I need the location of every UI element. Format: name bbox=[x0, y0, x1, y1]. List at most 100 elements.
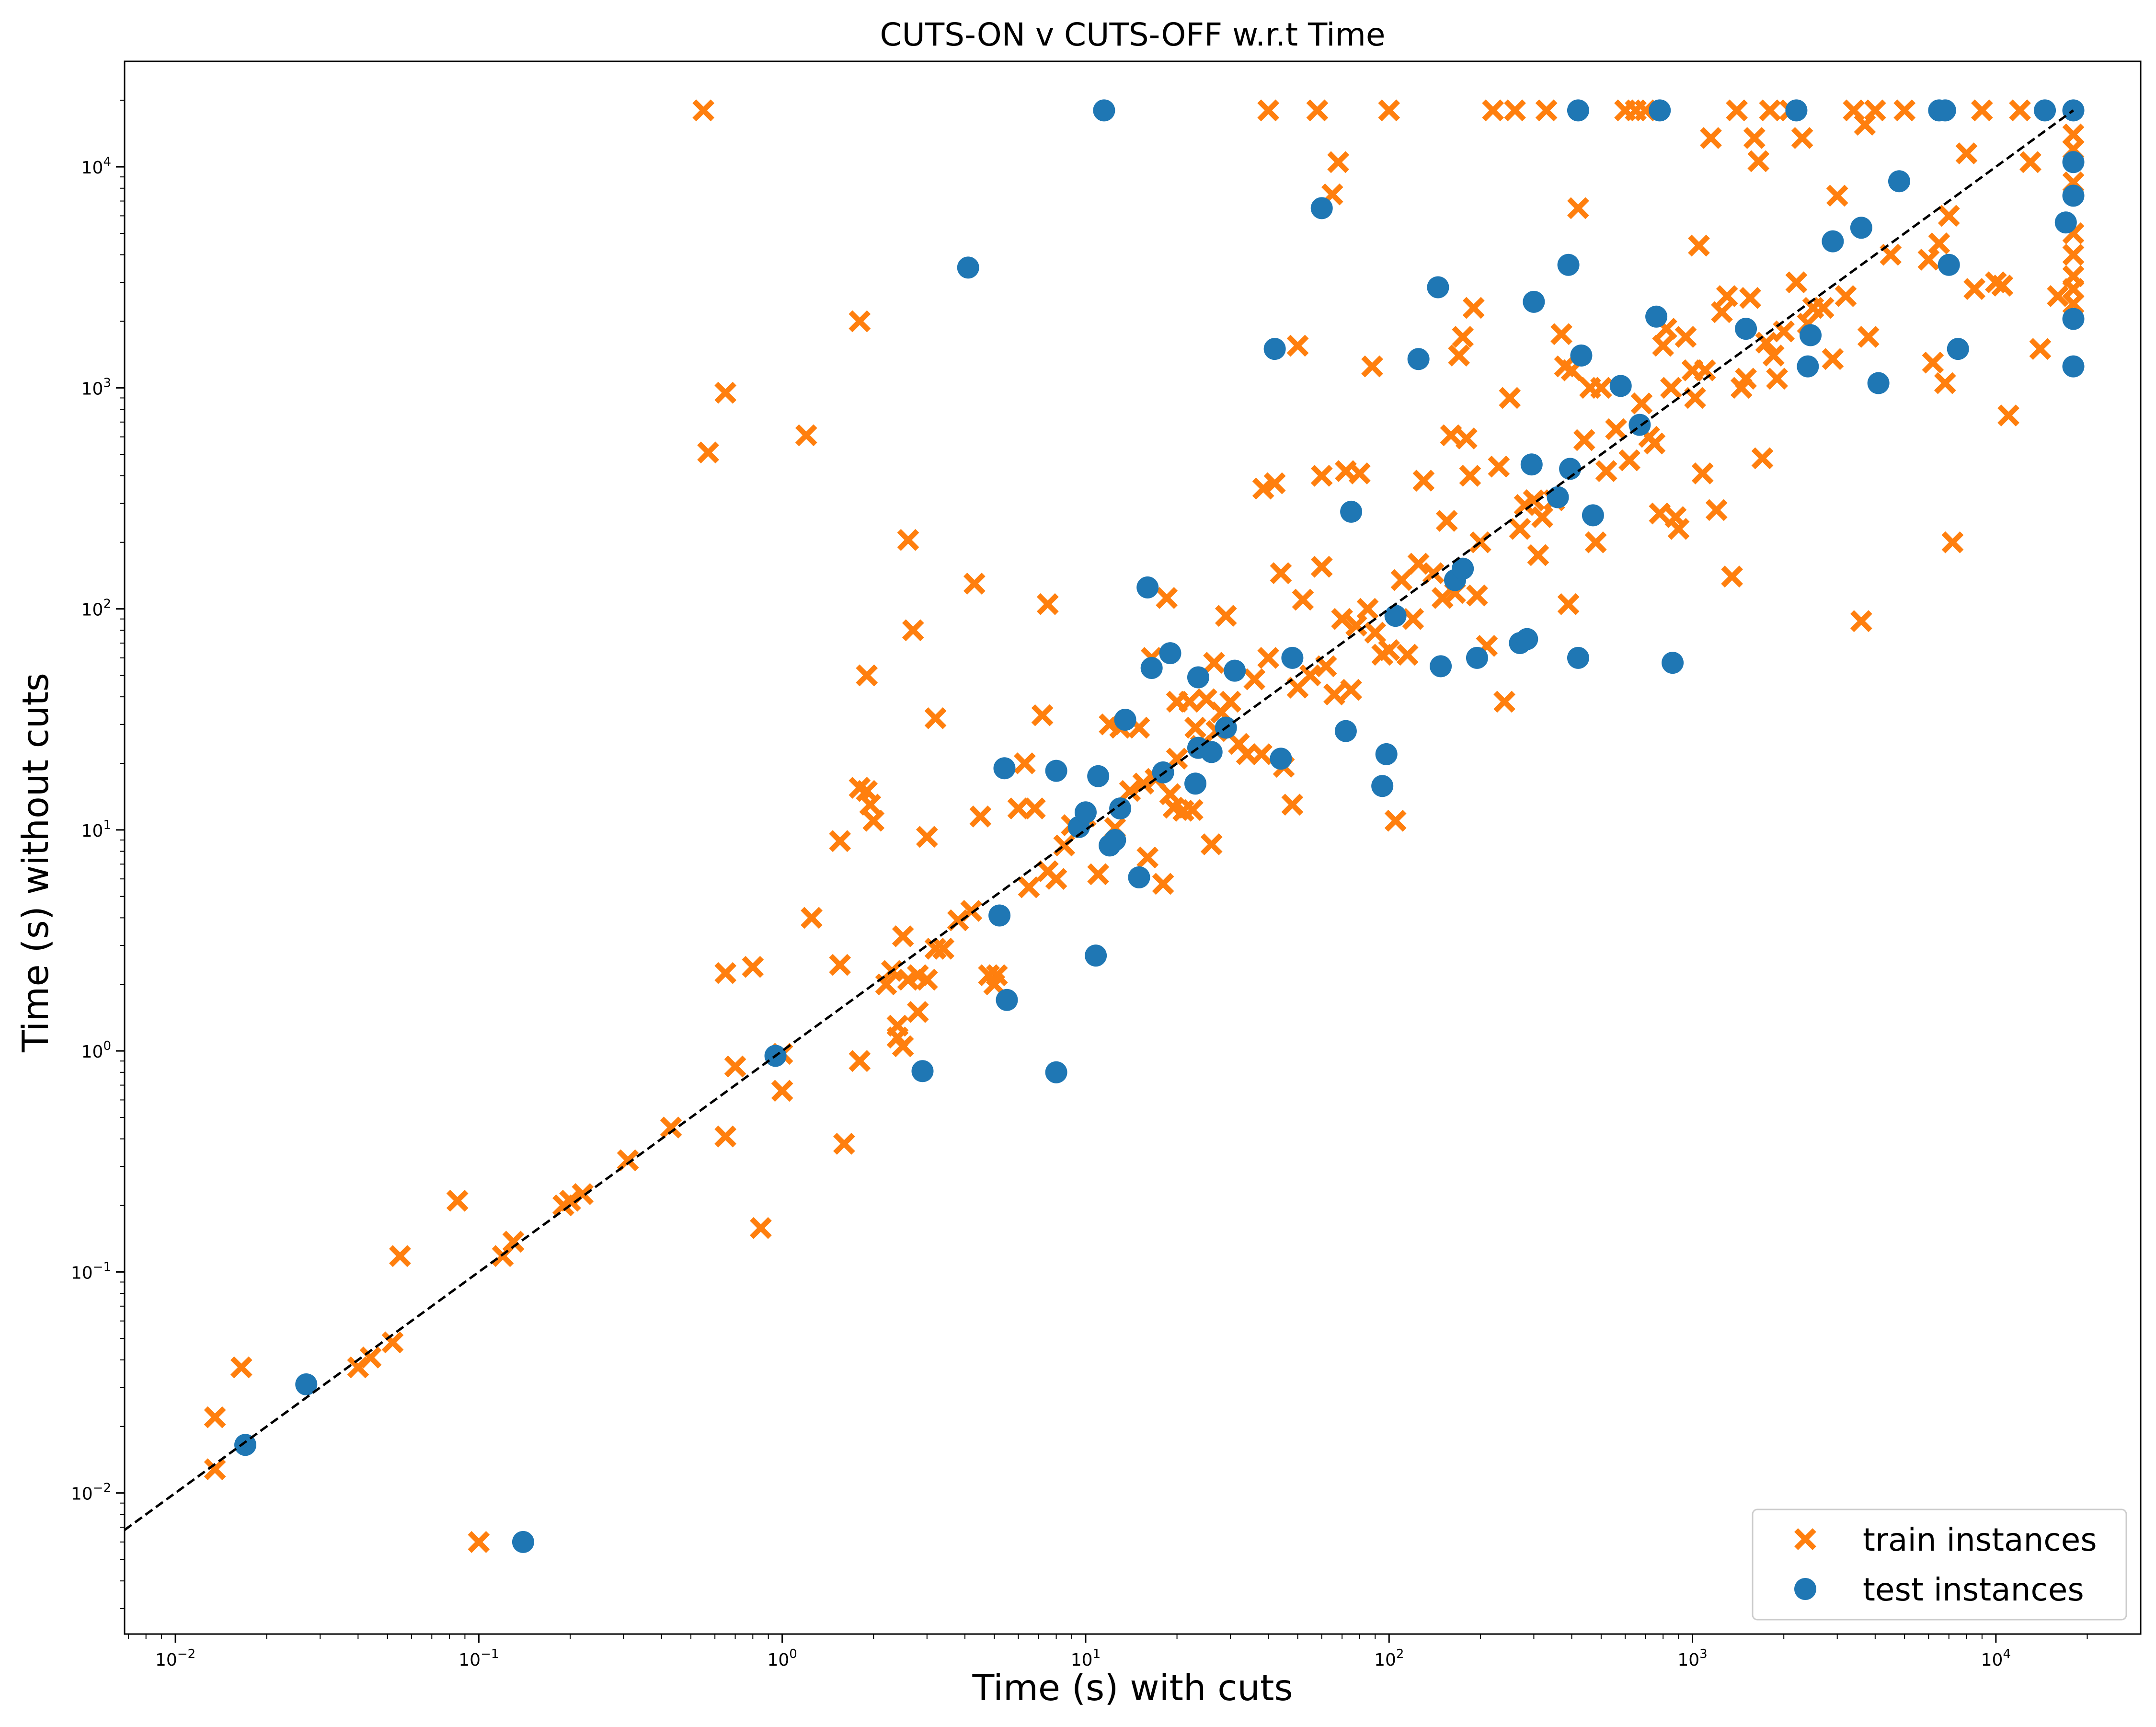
train-point bbox=[1747, 150, 1770, 173]
x-marker-stroke bbox=[916, 968, 938, 991]
test-point bbox=[1609, 375, 1632, 397]
x-marker-stroke bbox=[1812, 297, 1835, 319]
train-point bbox=[1331, 608, 1353, 630]
x-marker-stroke bbox=[1785, 271, 1808, 294]
x-marker-stroke bbox=[916, 826, 938, 848]
x-marker-stroke bbox=[1053, 834, 1076, 857]
train-point bbox=[1292, 588, 1314, 611]
x-marker-stroke bbox=[902, 619, 924, 642]
test-point bbox=[1430, 655, 1452, 678]
train-point bbox=[1721, 565, 1743, 588]
y-tick-label: 101 bbox=[81, 818, 111, 841]
train-point bbox=[1743, 127, 1766, 149]
x-marker-stroke bbox=[1323, 683, 1345, 706]
x-marker-stroke bbox=[1567, 197, 1589, 219]
train-point bbox=[230, 1356, 252, 1379]
test-point bbox=[993, 757, 1016, 780]
train-point bbox=[1857, 326, 1880, 348]
train-point bbox=[1345, 614, 1367, 637]
train-point bbox=[692, 99, 715, 122]
train-point bbox=[1156, 587, 1178, 609]
train-point bbox=[1590, 377, 1612, 399]
train-point bbox=[1864, 99, 1886, 122]
test-point bbox=[1934, 99, 1956, 122]
x-marker-stroke bbox=[1448, 345, 1470, 367]
x-marker-stroke bbox=[1482, 99, 1504, 122]
train-point bbox=[1618, 449, 1640, 472]
train-point bbox=[1310, 555, 1333, 578]
train-point bbox=[1893, 99, 1916, 122]
x-marker-stroke bbox=[742, 956, 764, 978]
train-point bbox=[1941, 531, 1964, 553]
x-marker-stroke bbox=[1036, 593, 1059, 615]
x-marker-stroke bbox=[2047, 285, 2069, 307]
plot-frame bbox=[124, 60, 2142, 1635]
x-marker-stroke bbox=[1310, 555, 1333, 578]
test-point bbox=[2062, 151, 2085, 173]
train-point bbox=[1488, 455, 1510, 478]
train-point bbox=[1184, 716, 1206, 739]
train-point bbox=[856, 664, 878, 687]
x-marker-stroke bbox=[986, 964, 1008, 987]
train-point bbox=[1688, 234, 1710, 257]
x-marker-stroke bbox=[1700, 127, 1722, 149]
x-marker-stroke bbox=[1396, 644, 1419, 666]
test-point bbox=[1582, 504, 1604, 527]
x-marker-stroke bbox=[1854, 114, 1876, 136]
x-marker-stroke bbox=[1045, 868, 1067, 890]
x-marker-stroke bbox=[468, 1531, 490, 1553]
test-point bbox=[1281, 646, 1304, 669]
train-point bbox=[1573, 429, 1595, 451]
train-point bbox=[1504, 99, 1526, 122]
x-marker-stroke bbox=[969, 805, 992, 828]
train-point bbox=[1762, 345, 1785, 367]
train-point bbox=[1136, 846, 1159, 869]
x-marker-stroke bbox=[1739, 287, 1761, 309]
x-marker-stroke bbox=[771, 1080, 793, 1102]
x-marker-stroke bbox=[1504, 99, 1526, 122]
train-point bbox=[1605, 418, 1627, 440]
x-tick-label: 103 bbox=[1677, 1647, 1707, 1670]
train-point bbox=[2009, 99, 2031, 122]
x-marker-stroke bbox=[1747, 150, 1770, 173]
test-point bbox=[957, 256, 979, 279]
x-marker-stroke bbox=[1340, 679, 1363, 701]
train-point bbox=[892, 1035, 914, 1058]
y-tick-label: 103 bbox=[81, 376, 111, 399]
test-point bbox=[1270, 748, 1292, 770]
train-point bbox=[1917, 249, 1940, 271]
train-point bbox=[1323, 683, 1345, 706]
train-point bbox=[2029, 338, 2052, 360]
x-marker-stroke bbox=[1674, 326, 1697, 348]
x-marker-stroke bbox=[1755, 332, 1778, 354]
x-marker-stroke bbox=[1991, 275, 2014, 297]
test-point bbox=[2034, 99, 2056, 122]
x-tick-label: 10−1 bbox=[459, 1647, 499, 1670]
x-marker-stroke bbox=[1292, 588, 1314, 611]
x-marker-stroke bbox=[1378, 639, 1400, 661]
x-marker-stroke bbox=[204, 1458, 226, 1481]
x-marker-stroke bbox=[1452, 326, 1474, 348]
test-point bbox=[996, 989, 1018, 1011]
x-marker-stroke bbox=[892, 1035, 914, 1058]
y-tick-label: 10−1 bbox=[71, 1260, 111, 1283]
test-point bbox=[1567, 99, 1589, 122]
test-point bbox=[1184, 772, 1207, 795]
train-point bbox=[1759, 99, 1781, 122]
test-point bbox=[1187, 666, 1209, 689]
x-marker-stroke bbox=[859, 794, 882, 816]
train-point bbox=[1045, 868, 1067, 890]
train-point bbox=[1674, 326, 1697, 348]
x-marker-stroke bbox=[1573, 429, 1595, 451]
x-marker-stroke bbox=[2062, 243, 2085, 266]
x-marker-stroke bbox=[1378, 99, 1400, 122]
train-point bbox=[1509, 518, 1531, 540]
train-point bbox=[963, 573, 986, 595]
train-point bbox=[1527, 544, 1549, 566]
x-marker-stroke bbox=[1402, 608, 1424, 630]
test-point bbox=[1427, 276, 1449, 299]
x-marker-stroke bbox=[1384, 809, 1407, 832]
x-marker-stroke bbox=[1584, 531, 1607, 553]
train-point bbox=[1716, 285, 1738, 307]
x-marker-stroke bbox=[389, 1245, 411, 1267]
